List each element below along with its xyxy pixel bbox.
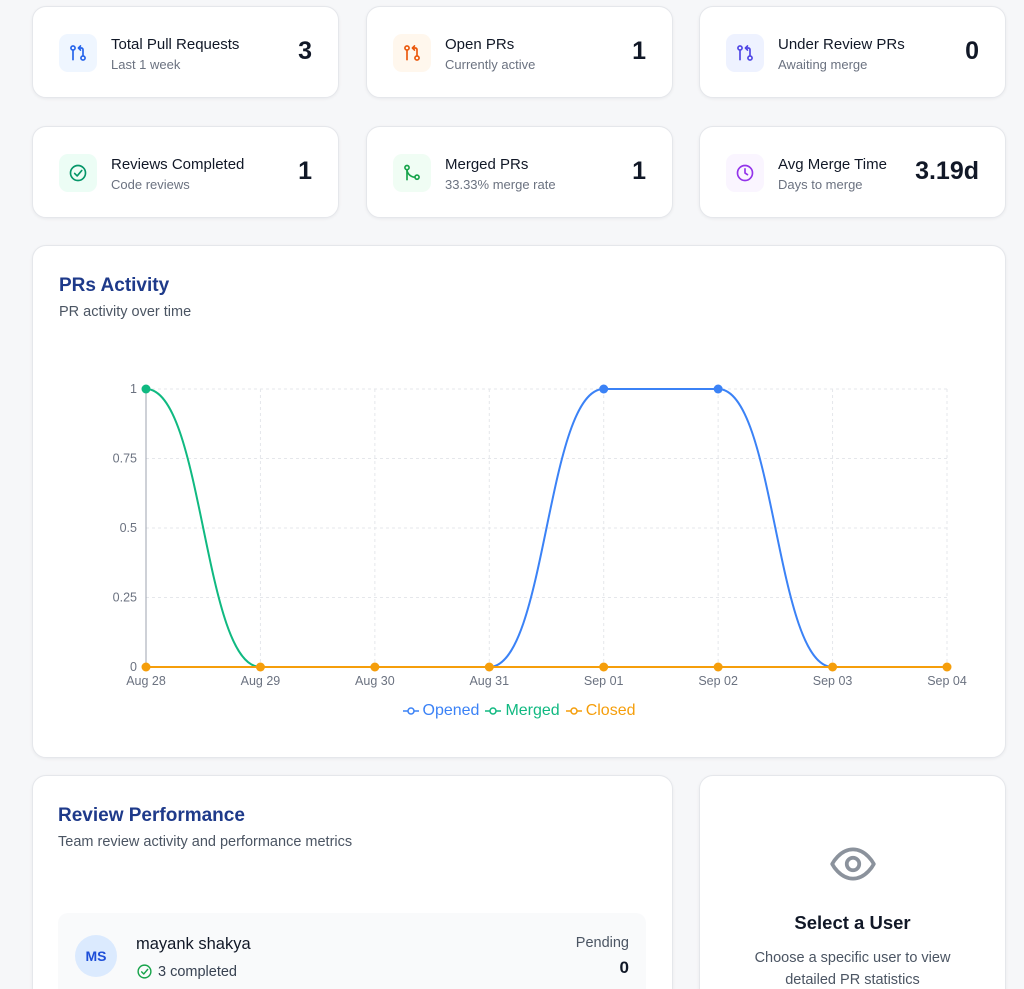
stat-title: Total Pull Requests (111, 36, 240, 53)
stat-subtitle: Code reviews (111, 177, 190, 192)
stat-subtitle: Days to merge (778, 177, 863, 192)
stat-value: 3.19d (915, 157, 979, 185)
section-title: PRs Activity (59, 275, 170, 296)
pull-request-icon (393, 34, 431, 72)
pending-value: 0 (619, 958, 629, 977)
data-point-merged (141, 384, 151, 394)
check-circle-icon (59, 154, 97, 192)
data-point-opened (599, 384, 609, 394)
data-point-closed (141, 662, 151, 672)
pr-activity-card: PRs Activity PR activity over time 0 0.25… (32, 245, 1006, 758)
legend-marker-icon (565, 707, 582, 715)
reviewer-name: mayank shakya (136, 935, 251, 953)
legend-label: Closed (585, 702, 636, 719)
eye-icon (830, 847, 876, 881)
git-merge-icon (393, 154, 431, 192)
stat-card-open-prs: Open PRs Currently active 1 (366, 6, 673, 98)
pull-request-icon (726, 34, 764, 72)
pr-activity-chart: 0 0.25 0.5 0.75 1 Aug 28 Aug 29 Aug 30 Aug 31 Sep… (113, 382, 967, 688)
stat-card-under-review-prs: Under Review PRs Awaiting merge 0 (699, 6, 1006, 98)
data-point-closed (599, 662, 609, 672)
stat-value: 0 (965, 37, 979, 65)
section-subtitle: Team review activity and performance met… (58, 834, 353, 850)
stat-card-total-prs: Total Pull Requests Last 1 week 3 (32, 6, 339, 98)
section-subtitle: PR activity over time (59, 304, 192, 320)
pending-label: Pending (575, 935, 629, 951)
stat-subtitle: Awaiting merge (778, 57, 868, 72)
stat-title: Merged PRs (445, 156, 529, 173)
chart-legend: Opened Merged Closed (33, 702, 1005, 721)
legend-item-merged[interactable]: Merged (485, 702, 560, 720)
y-tick-label: 0.5 (120, 521, 137, 535)
legend-marker-icon (402, 707, 419, 715)
x-tick-label: Aug 28 (126, 674, 166, 688)
data-point-closed (713, 662, 723, 672)
legend-label: Merged (505, 702, 560, 719)
stat-title: Open PRs (445, 36, 515, 53)
data-point-closed (828, 662, 838, 672)
stat-subtitle: Last 1 week (111, 57, 181, 72)
select-user-title: Select a User (794, 912, 911, 933)
data-point-closed (484, 662, 494, 672)
stat-value: 1 (298, 157, 312, 185)
data-point-opened (713, 384, 723, 394)
x-tick-label: Sep 03 (813, 674, 853, 688)
check-circle-icon (137, 964, 152, 979)
y-tick-label: 0.25 (113, 591, 137, 605)
x-tick-label: Sep 04 (927, 674, 967, 688)
select-user-hint-line: detailed PR statistics (785, 972, 920, 988)
stat-title: Under Review PRs (778, 36, 905, 53)
x-tick-label: Aug 29 (241, 674, 281, 688)
stat-subtitle: Currently active (445, 57, 536, 72)
y-tick-label: 0.75 (113, 452, 137, 466)
section-title: Review Performance (58, 805, 245, 826)
avatar: MS (75, 935, 117, 977)
select-user-hint: Choose a specific user to view detailed … (700, 947, 1005, 989)
legend-label: Opened (422, 702, 480, 719)
select-user-card: Select a User Choose a specific user to … (699, 775, 1006, 989)
clock-icon (726, 154, 764, 192)
stat-title: Avg Merge Time (778, 156, 887, 173)
reviewer-row[interactable]: MS mayank shakya 3 completed Pending 0 (58, 913, 646, 989)
data-point-closed (255, 662, 265, 672)
completed-label: 3 completed (158, 963, 237, 980)
y-tick-label: 0 (130, 660, 137, 674)
stat-card-reviews-completed: Reviews Completed Code reviews 1 (32, 126, 339, 218)
stat-subtitle: 33.33% merge rate (445, 177, 556, 192)
stat-value: 3 (298, 37, 312, 65)
legend-item-opened[interactable]: Opened (402, 702, 480, 720)
x-tick-label: Sep 01 (584, 674, 624, 688)
data-point-closed (370, 662, 380, 672)
data-point-closed (942, 662, 952, 672)
review-performance-card: Review Performance Team review activity … (32, 775, 673, 989)
stat-card-avg-merge-time: Avg Merge Time Days to merge 3.19d (699, 126, 1006, 218)
stat-value: 1 (632, 157, 646, 185)
y-tick-label: 1 (130, 382, 137, 396)
x-tick-label: Sep 02 (698, 674, 738, 688)
legend-marker-icon (485, 707, 502, 715)
x-tick-label: Aug 30 (355, 674, 395, 688)
reviews-completed: 3 completed (136, 963, 237, 980)
legend-item-closed[interactable]: Closed (565, 702, 636, 720)
stat-title: Reviews Completed (111, 156, 245, 173)
x-tick-label: Aug 31 (469, 674, 509, 688)
select-user-hint-line: Choose a specific user to view (754, 950, 951, 966)
stat-value: 1 (632, 37, 646, 65)
pull-request-icon (59, 34, 97, 72)
stat-card-merged-prs: Merged PRs 33.33% merge rate 1 (366, 126, 673, 218)
